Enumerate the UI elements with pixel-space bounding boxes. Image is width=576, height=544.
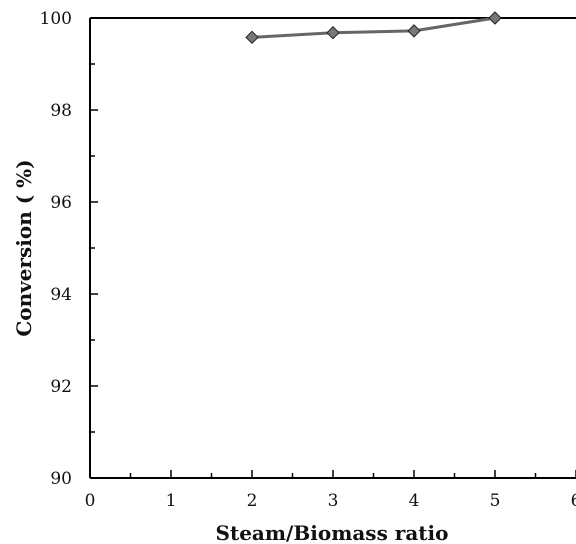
y-tick-label: 96	[50, 193, 72, 213]
x-tick-label: 1	[166, 491, 177, 511]
x-tick-label: 0	[85, 491, 96, 511]
x-tick-label: 4	[409, 491, 420, 511]
data-point-marker	[245, 30, 259, 45]
x-tick-label: 2	[247, 491, 258, 511]
y-tick-label: 92	[50, 377, 72, 397]
x-axis-title: Steam/Biomass ratio	[216, 521, 449, 544]
data-point-marker	[407, 24, 421, 38]
x-tick-label: 3	[328, 491, 339, 511]
y-tick-label: 100	[40, 9, 72, 29]
y-axis-title: Conversion ( %)	[12, 159, 36, 336]
series-line	[251, 16, 496, 39]
y-tick-label: 94	[50, 285, 72, 305]
x-tick-label: 5	[490, 491, 501, 511]
data-point-marker	[488, 11, 502, 25]
y-tick-label: 90	[50, 469, 72, 489]
data-point-marker	[326, 26, 340, 40]
y-tick-label: 98	[50, 101, 72, 121]
x-tick-label: 6	[571, 491, 576, 511]
